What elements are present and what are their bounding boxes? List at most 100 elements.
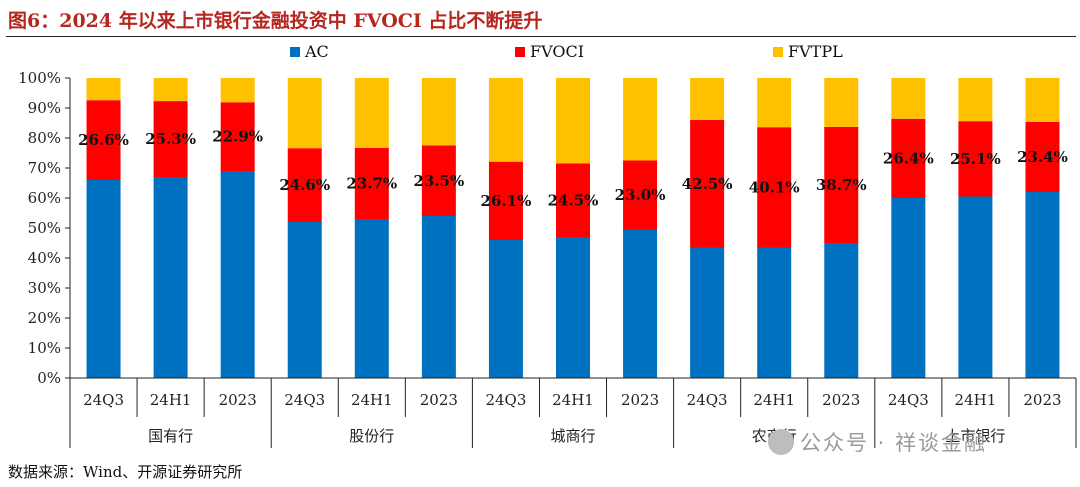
group-label: 国有行: [148, 427, 193, 445]
data-label: 26.4%: [883, 149, 934, 167]
x-tick-label: 24Q3: [485, 391, 526, 409]
source-note: 数据来源：Wind、开源证券研究所: [8, 463, 243, 481]
bar-segment-ac: [824, 243, 859, 378]
x-tick-label: 24H1: [552, 391, 594, 409]
y-tick-label: 80%: [28, 129, 61, 147]
bar-segment-fvoci: [1025, 121, 1060, 192]
data-label: 25.1%: [950, 150, 1001, 168]
bar-segment-fvoci: [153, 101, 188, 177]
x-tick-label: 24H1: [753, 391, 795, 409]
bar-segment-fvoci: [354, 147, 389, 219]
bar-segment-fvtpl: [421, 78, 456, 146]
legend-swatch-fvtpl: [773, 47, 783, 57]
bar-segment-ac: [623, 229, 658, 378]
bar-segment-ac: [1025, 192, 1060, 378]
group-label: 股份行: [349, 427, 394, 445]
x-tick-label: 2023: [420, 391, 458, 409]
bar-segment-ac: [220, 171, 255, 378]
bar-segment-fvoci: [623, 160, 658, 230]
bar-segment-fvtpl: [86, 78, 121, 101]
bar-segment-fvtpl: [287, 78, 322, 149]
x-tick-label: 24Q3: [687, 391, 728, 409]
bar-segment-ac: [86, 180, 121, 378]
bar-segment-fvtpl: [354, 78, 389, 148]
bar-segment-fvtpl: [488, 78, 523, 162]
data-label: 23.4%: [1017, 148, 1068, 166]
bar-segment-fvoci: [824, 126, 859, 243]
data-label: 26.6%: [78, 131, 129, 149]
bar-segment-ac: [354, 219, 389, 378]
bar-segment-fvoci: [757, 127, 792, 248]
bar-segment-fvoci: [690, 120, 725, 248]
bar-segment-fvtpl: [153, 78, 188, 102]
bar-segment-fvoci: [220, 102, 255, 171]
bar-segment-ac: [556, 237, 590, 378]
x-tick-label: 24Q3: [888, 391, 929, 409]
y-tick-label: 30%: [28, 279, 61, 297]
bar-segment-fvtpl: [958, 78, 993, 122]
bar-segment-fvoci: [421, 145, 456, 216]
bar-segment-fvtpl: [556, 78, 590, 164]
y-tick-label: 60%: [28, 189, 61, 207]
bar-segment-fvtpl: [623, 78, 658, 161]
bar-segment-fvoci: [891, 118, 926, 198]
bar-segment-fvtpl: [757, 78, 792, 128]
data-label: 26.1%: [481, 192, 532, 210]
y-tick-label: 0%: [37, 369, 61, 387]
bar-segment-fvtpl: [220, 78, 255, 103]
bar-segment-ac: [958, 196, 993, 378]
data-label: 23.7%: [346, 174, 397, 192]
x-tick-label: 24Q3: [284, 391, 325, 409]
data-label: 23.5%: [413, 172, 464, 190]
data-label: 38.7%: [816, 176, 867, 194]
bar-segment-fvoci: [556, 163, 590, 237]
title-rule: [6, 36, 1076, 37]
x-tick-label: 24H1: [351, 391, 393, 409]
x-tick-label: 2023: [1023, 391, 1061, 409]
y-tick-label: 50%: [28, 219, 61, 237]
bar-segment-ac: [488, 240, 523, 378]
bar-segment-fvoci: [958, 121, 993, 197]
legend-label: FVOCI: [530, 42, 584, 61]
legend-label: FVTPL: [788, 42, 843, 61]
bar-segment-ac: [891, 198, 926, 378]
bar-segment-fvtpl: [824, 78, 859, 127]
bar-segment-fvoci: [287, 148, 322, 222]
data-label: 22.9%: [212, 128, 263, 146]
y-tick-label: 20%: [28, 309, 61, 327]
bar-segment-ac: [287, 222, 322, 378]
x-tick-label: 2023: [219, 391, 257, 409]
legend-label: AC: [304, 42, 329, 61]
data-label: 23.0%: [615, 186, 666, 204]
wechat-icon: [768, 429, 794, 455]
chart-title: 图6：2024 年以来上市银行金融投资中 FVOCI 占比不断提升: [8, 10, 543, 32]
legend-swatch-fvoci: [515, 47, 525, 57]
bar-segment-fvtpl: [690, 78, 725, 120]
stacked-bar-chart: 0% 10% 20% 30% 40% 50% 60% 70% 80% 90% 100% 26.6% 25…: [18, 42, 1077, 448]
data-label: 24.6%: [279, 176, 330, 194]
x-tick-label: 24H1: [150, 391, 192, 409]
data-label: 40.1%: [749, 178, 800, 196]
data-label: 24.5%: [548, 191, 599, 209]
legend-swatch-ac: [290, 47, 300, 57]
data-label: 25.3%: [145, 130, 196, 148]
watermark-text: 公众号 · 祥谈金融: [800, 431, 988, 455]
bar-segment-fvoci: [86, 100, 121, 180]
y-tick-label: 90%: [28, 99, 61, 117]
bar-segment-ac: [153, 177, 188, 378]
bar-segment-fvoci: [488, 161, 523, 240]
y-tick-label: 100%: [18, 69, 61, 87]
group-label: 上市银行: [945, 427, 1005, 445]
x-tick-label: 2023: [822, 391, 860, 409]
data-label: 42.5%: [682, 175, 733, 193]
bar-segment-ac: [421, 216, 456, 378]
y-tick-label: 10%: [28, 339, 61, 357]
bar-segment-fvtpl: [891, 78, 926, 119]
bar-segment-fvtpl: [1025, 78, 1060, 122]
bar-segment-ac: [757, 247, 792, 378]
bar-segment-ac: [690, 247, 725, 378]
x-tick-label: 24Q3: [83, 391, 124, 409]
watermark: 公众号 · 祥谈金融: [768, 427, 987, 457]
group-label: 城商行: [550, 427, 595, 445]
x-tick-label: 2023: [621, 391, 659, 409]
